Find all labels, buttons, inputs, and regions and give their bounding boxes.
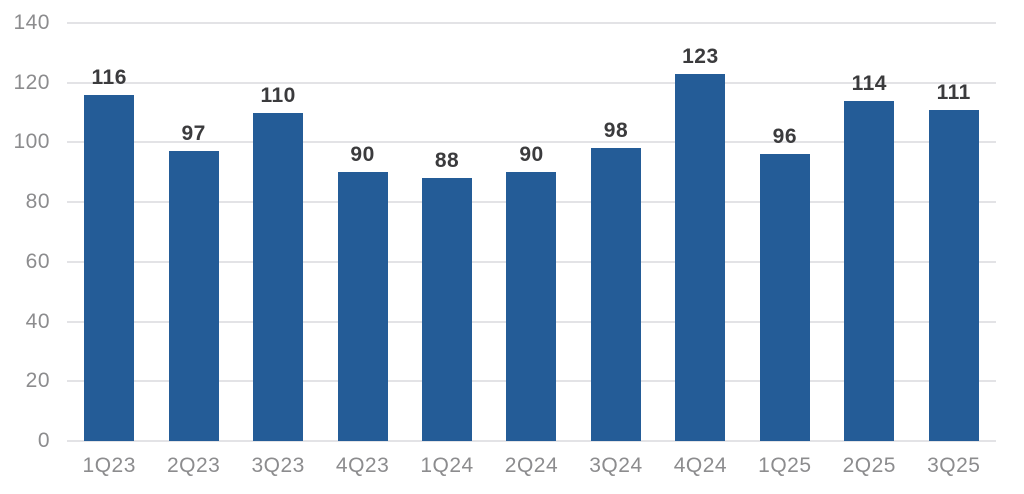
bar-1Q23 <box>84 94 135 441</box>
bar-3Q25 <box>928 109 979 441</box>
y-tick-label-60: 60 <box>25 249 50 273</box>
bar-group-4Q23: 90 4Q23 <box>320 23 404 477</box>
bar-value-label-1Q23: 116 <box>91 65 127 89</box>
bar-group-3Q25: 111 3Q25 <box>912 23 996 477</box>
gridline-0 <box>67 440 996 442</box>
bar-value-label-3Q24: 98 <box>603 119 629 143</box>
x-tick-label-3Q24: 3Q24 <box>589 454 643 477</box>
bar-group-2Q24: 90 2Q24 <box>489 23 573 477</box>
bar-value-label-1Q24: 88 <box>434 149 460 173</box>
bar-group-1Q24: 88 1Q24 <box>405 23 489 477</box>
y-tick-label-20: 20 <box>25 369 50 393</box>
plot-area: 116 1Q23 97 2Q23 110 3Q23 90 4Q23 88 1Q24 90 2Q24 98… <box>67 22 996 477</box>
bar-3Q23 <box>253 112 304 441</box>
bar-1Q25 <box>759 154 810 441</box>
x-tick-label-2Q24: 2Q24 <box>504 454 559 477</box>
bar-value-label-4Q24: 123 <box>682 44 719 68</box>
bar-value-label-1Q25: 96 <box>772 125 798 149</box>
x-tick-label-1Q25: 1Q25 <box>758 454 812 477</box>
bar-group-4Q24: 123 4Q24 <box>658 23 742 477</box>
bar-value-label-2Q24: 90 <box>519 143 544 167</box>
bar-group-1Q25: 96 1Q25 <box>743 23 827 477</box>
x-tick-label-4Q23: 4Q23 <box>335 454 390 477</box>
bar-group-3Q23: 110 3Q23 <box>236 23 320 477</box>
bar-value-label-2Q23: 97 <box>181 122 206 146</box>
bar-group-1Q23: 116 1Q23 <box>67 23 151 477</box>
bar-group-3Q24: 98 3Q24 <box>574 23 658 477</box>
x-tick-label-2Q25: 2Q25 <box>842 454 896 477</box>
bar-value-label-2Q25: 114 <box>851 71 887 95</box>
x-tick-label-4Q24: 4Q24 <box>673 454 728 477</box>
y-tick-label-40: 40 <box>25 309 50 333</box>
bar-value-label-4Q23: 90 <box>350 143 375 167</box>
gridline-100 <box>67 141 996 144</box>
gridline-120 <box>67 81 996 84</box>
bar-value-label-3Q25: 111 <box>936 80 971 104</box>
y-tick-label-0: 0 <box>37 429 50 452</box>
bar-1Q24 <box>422 178 473 441</box>
y-tick-label-140: 140 <box>13 11 50 34</box>
bar-group-2Q25: 114 2Q25 <box>827 23 911 477</box>
x-tick-label-1Q24: 1Q24 <box>420 454 474 477</box>
bar-value-label-3Q23: 110 <box>260 83 296 107</box>
bar-2Q23 <box>168 151 219 441</box>
bar-4Q24 <box>675 73 726 441</box>
bar-2Q24 <box>506 172 557 441</box>
bar-2Q25 <box>844 100 895 441</box>
y-tick-label-100: 100 <box>13 130 50 154</box>
gridline-140 <box>67 22 996 24</box>
x-tick-label-1Q23: 1Q23 <box>82 454 136 477</box>
x-tick-label-3Q25: 3Q25 <box>927 454 981 477</box>
bars-layer: 116 1Q23 97 2Q23 110 3Q23 90 4Q23 88 1Q24 90 2Q24 98… <box>67 23 996 477</box>
bar-3Q24 <box>590 148 641 441</box>
bar-group-2Q23: 97 2Q23 <box>151 23 235 477</box>
x-tick-label-3Q23: 3Q23 <box>251 454 305 477</box>
y-tick-label-120: 120 <box>13 70 50 94</box>
bar-4Q23 <box>337 172 388 441</box>
y-tick-label-80: 80 <box>25 190 50 214</box>
x-tick-label-2Q23: 2Q23 <box>166 454 221 477</box>
